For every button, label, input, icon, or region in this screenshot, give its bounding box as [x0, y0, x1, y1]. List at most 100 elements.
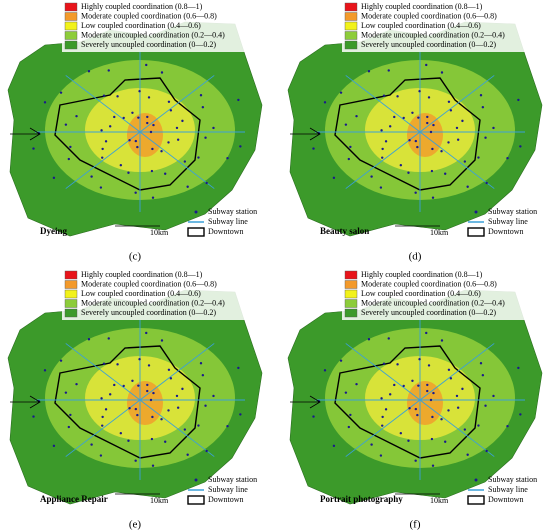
subway-station — [431, 464, 435, 467]
legend-downtown — [187, 227, 205, 237]
subway-station — [197, 424, 200, 427]
subway-station — [407, 171, 410, 174]
subway-station — [384, 408, 388, 411]
subway-station — [212, 126, 215, 130]
map-legend-label: Subway line — [488, 485, 528, 494]
subway-station — [205, 181, 208, 185]
map-legend-label: Downtown — [208, 227, 244, 236]
subway-station — [484, 136, 487, 139]
downtown-outline — [54, 77, 201, 191]
subway-station — [176, 138, 180, 141]
subway-station — [108, 393, 112, 396]
legend-swatch — [64, 308, 78, 318]
subway-station — [461, 119, 464, 123]
subway-station — [380, 129, 383, 132]
subway-station — [167, 409, 170, 412]
subway-station — [477, 424, 480, 427]
subway-station — [90, 175, 93, 178]
subway-station — [379, 454, 383, 457]
north-arrow — [10, 395, 41, 409]
panel: Highly coupled coordination (0.8—1)Moder… — [287, 2, 547, 263]
legend-station — [194, 478, 198, 482]
subway-station — [339, 359, 343, 362]
subway-station — [418, 358, 421, 361]
subway-station — [381, 156, 384, 159]
legend-swatch — [344, 299, 358, 308]
legend-label: Low coupled coordination (0.4—0.6) — [361, 21, 481, 30]
subway-station — [407, 439, 410, 442]
subway-station — [101, 415, 104, 419]
subway-station — [67, 157, 71, 161]
subway-station — [416, 145, 419, 149]
legend-swatch — [64, 280, 78, 289]
subway-station — [417, 116, 420, 119]
subway-station — [429, 398, 433, 402]
subway-station — [456, 406, 460, 409]
subway-station — [463, 160, 467, 163]
subway-station — [393, 383, 396, 387]
subway-station — [59, 359, 63, 362]
subway-station — [205, 449, 208, 453]
subway-line — [139, 343, 215, 401]
subway-station — [163, 440, 167, 443]
subway-station — [411, 379, 414, 382]
legend-station — [474, 210, 478, 214]
legend-swatch — [344, 2, 358, 12]
legend-label: Severely uncoupled coordination (0—0.2) — [81, 40, 216, 49]
legend-swatch — [344, 289, 358, 299]
subway-station — [430, 437, 434, 441]
subway-station — [134, 139, 138, 143]
panel-title: Beauty salon — [320, 226, 369, 236]
legend-label: Moderate coupled coordination (0.6—0.8) — [361, 11, 497, 20]
subway-station — [100, 397, 103, 400]
downtown-outline — [54, 345, 201, 459]
legend-label: Severely uncoupled coordination (0—0.2) — [81, 308, 216, 317]
subway-station — [226, 424, 229, 428]
subway-station — [447, 409, 450, 412]
subway-station — [128, 407, 131, 410]
subway-station — [461, 387, 464, 391]
subway-station — [349, 145, 352, 149]
subway-station — [147, 364, 151, 367]
subway-station — [417, 384, 420, 387]
subway-station — [145, 63, 148, 67]
subway-station — [426, 121, 429, 125]
subway-station — [347, 157, 351, 161]
subway-station — [443, 440, 447, 443]
subway-station — [239, 413, 242, 416]
subway-station — [116, 363, 119, 366]
subway-station — [432, 123, 435, 127]
subway-station — [416, 413, 419, 417]
subway-station — [463, 428, 467, 431]
subway-station — [355, 382, 358, 386]
subway-station — [431, 415, 434, 419]
subway-station — [131, 111, 134, 114]
subway-station — [113, 383, 116, 387]
subway-station — [382, 362, 386, 365]
subway-station — [136, 413, 139, 417]
subway-station — [137, 116, 140, 119]
subway-station — [197, 156, 200, 159]
subway-station — [64, 123, 68, 126]
map-legend-label: Downtown — [488, 495, 524, 504]
subway-station — [402, 384, 405, 388]
subway-station — [119, 163, 123, 167]
subway-station — [393, 115, 396, 119]
scale-label: 10km — [430, 496, 449, 505]
subway-station — [367, 70, 371, 73]
subway-station — [387, 69, 390, 72]
subway-station — [199, 362, 203, 365]
subway-station — [447, 100, 451, 104]
subway-station — [186, 453, 189, 456]
legend-label: Moderate uncoupled coordination (0.2—0.4… — [361, 30, 505, 39]
subway-station — [204, 136, 207, 139]
north-arrow — [290, 127, 321, 141]
high-zone — [127, 113, 163, 157]
legend-swatch — [344, 21, 358, 31]
subway-station — [414, 459, 417, 462]
subway-station — [347, 425, 351, 429]
legend-swatch — [64, 289, 78, 299]
subway-station — [146, 383, 149, 387]
legend-swatch — [344, 40, 358, 50]
subway-station — [388, 125, 392, 128]
